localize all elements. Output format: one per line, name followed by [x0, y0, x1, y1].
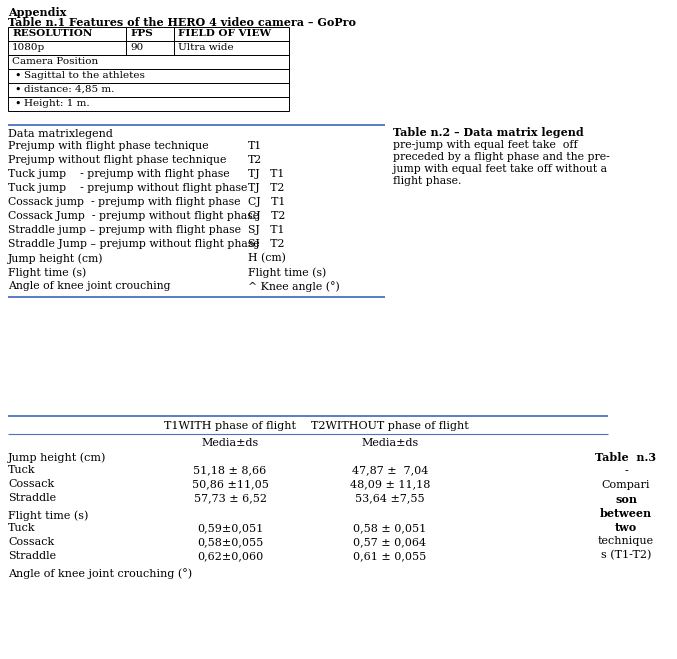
- Text: 0,57 ± 0,064: 0,57 ± 0,064: [353, 537, 427, 547]
- Text: T2: T2: [248, 155, 262, 165]
- Bar: [8, 41, 126, 55]
- Text: H (cm): H (cm): [248, 253, 286, 264]
- Text: T1WITH phase of flight: T1WITH phase of flight: [164, 421, 296, 431]
- Text: Tuck jump    - prejump without flight phase: Tuck jump - prejump without flight phase: [8, 183, 247, 193]
- Text: Ultra wide: Ultra wide: [178, 43, 234, 52]
- Text: •: •: [14, 99, 20, 109]
- Text: s (T1-T2): s (T1-T2): [600, 550, 651, 560]
- Text: Table n.1 Features of the HERO 4 video camera – GoPro: Table n.1 Features of the HERO 4 video c…: [8, 17, 356, 28]
- Bar: [8, 97, 289, 111]
- Text: T2WITHOUT phase of flight: T2WITHOUT phase of flight: [311, 421, 469, 431]
- Text: Flight time (s): Flight time (s): [248, 267, 326, 277]
- Text: 90: 90: [130, 43, 144, 52]
- Text: 0,58 ± 0,051: 0,58 ± 0,051: [353, 523, 427, 533]
- Text: Cossack: Cossack: [8, 537, 54, 547]
- Text: CJ   T2: CJ T2: [248, 211, 286, 221]
- Text: 47,87 ±  7,04: 47,87 ± 7,04: [352, 465, 428, 475]
- Text: pre-jump with equal feet take  off: pre-jump with equal feet take off: [393, 140, 577, 150]
- Text: Cossack jump  - prejump with flight phase: Cossack jump - prejump with flight phase: [8, 197, 240, 207]
- Text: ^ Knee angle (°): ^ Knee angle (°): [248, 281, 340, 292]
- Text: Straddle: Straddle: [8, 551, 56, 561]
- Text: Jump height (cm): Jump height (cm): [8, 253, 104, 264]
- Text: Compari: Compari: [602, 480, 650, 490]
- Text: CJ   T1: CJ T1: [248, 197, 286, 207]
- Text: Flight time (s): Flight time (s): [8, 267, 86, 277]
- Text: SJ   T2: SJ T2: [248, 239, 284, 249]
- Text: technique: technique: [598, 536, 654, 546]
- Text: flight phase.: flight phase.: [393, 176, 461, 186]
- Text: jump with equal feet take off without a: jump with equal feet take off without a: [393, 164, 607, 174]
- Text: Tuck jump    - prejump with flight phase: Tuck jump - prejump with flight phase: [8, 169, 230, 179]
- Text: son: son: [615, 494, 637, 505]
- Text: Tuck: Tuck: [8, 523, 36, 533]
- Text: -: -: [624, 466, 628, 476]
- Text: distance: 4,85 m.: distance: 4,85 m.: [24, 85, 114, 94]
- Text: 51,18 ± 8,66: 51,18 ± 8,66: [194, 465, 267, 475]
- Bar: [174, 27, 289, 41]
- Bar: [8, 27, 126, 41]
- Text: 57,73 ± 6,52: 57,73 ± 6,52: [194, 493, 267, 503]
- Text: Height: 1 m.: Height: 1 m.: [24, 99, 89, 108]
- Text: Cossack Jump  - prejump without flight phase: Cossack Jump - prejump without flight ph…: [8, 211, 259, 221]
- Text: Jump height (cm): Jump height (cm): [8, 452, 106, 463]
- Text: Table  n.3: Table n.3: [596, 452, 657, 463]
- Text: preceded by a flight phase and the pre-: preceded by a flight phase and the pre-: [393, 152, 610, 162]
- Text: Straddle: Straddle: [8, 493, 56, 503]
- Text: Straddle Jump – prejump without flight phase: Straddle Jump – prejump without flight p…: [8, 239, 259, 249]
- Text: Media±ds: Media±ds: [201, 438, 259, 448]
- Text: Flight time (s): Flight time (s): [8, 510, 89, 521]
- Text: 0,62±0,060: 0,62±0,060: [197, 551, 263, 561]
- Text: FIELD OF VIEW: FIELD OF VIEW: [178, 29, 271, 38]
- Bar: [8, 55, 289, 69]
- Text: Sagittal to the athletes: Sagittal to the athletes: [24, 71, 145, 80]
- Text: Prejump without flight phase technique: Prejump without flight phase technique: [8, 155, 226, 165]
- Text: Appendix: Appendix: [8, 7, 66, 18]
- Text: •: •: [14, 71, 20, 81]
- Bar: [126, 27, 174, 41]
- Text: Media±ds: Media±ds: [362, 438, 418, 448]
- Bar: [8, 83, 289, 97]
- Text: T1: T1: [248, 141, 262, 151]
- Text: Tuck: Tuck: [8, 465, 36, 475]
- Text: RESOLUTION: RESOLUTION: [12, 29, 92, 38]
- Text: SJ   T1: SJ T1: [248, 225, 284, 235]
- Text: 53,64 ±7,55: 53,64 ±7,55: [355, 493, 424, 503]
- Text: Prejump with flight phase technique: Prejump with flight phase technique: [8, 141, 209, 151]
- Text: •: •: [14, 85, 20, 95]
- Text: Angle of knee joint crouching (°): Angle of knee joint crouching (°): [8, 568, 192, 579]
- Text: Camera Position: Camera Position: [12, 57, 98, 66]
- Text: two: two: [615, 522, 637, 533]
- Text: 0,58±0,055: 0,58±0,055: [197, 537, 263, 547]
- Text: TJ   T2: TJ T2: [248, 183, 284, 193]
- Text: Table n.2 – Data matrix legend: Table n.2 – Data matrix legend: [393, 127, 584, 138]
- Text: 50,86 ±11,05: 50,86 ±11,05: [192, 479, 269, 489]
- Text: Angle of knee joint crouching: Angle of knee joint crouching: [8, 281, 171, 291]
- Text: FPS: FPS: [130, 29, 153, 38]
- Bar: [174, 41, 289, 55]
- Text: Straddle jump – prejump with flight phase: Straddle jump – prejump with flight phas…: [8, 225, 241, 235]
- Bar: [126, 41, 174, 55]
- Text: between: between: [600, 508, 652, 519]
- Bar: [8, 69, 289, 83]
- Text: TJ   T1: TJ T1: [248, 169, 284, 179]
- Text: Cossack: Cossack: [8, 479, 54, 489]
- Text: Data matrixlegend: Data matrixlegend: [8, 129, 113, 139]
- Text: 0,61 ± 0,055: 0,61 ± 0,055: [353, 551, 427, 561]
- Text: 0,59±0,051: 0,59±0,051: [197, 523, 263, 533]
- Text: 48,09 ± 11,18: 48,09 ± 11,18: [350, 479, 430, 489]
- Text: 1080p: 1080p: [12, 43, 45, 52]
